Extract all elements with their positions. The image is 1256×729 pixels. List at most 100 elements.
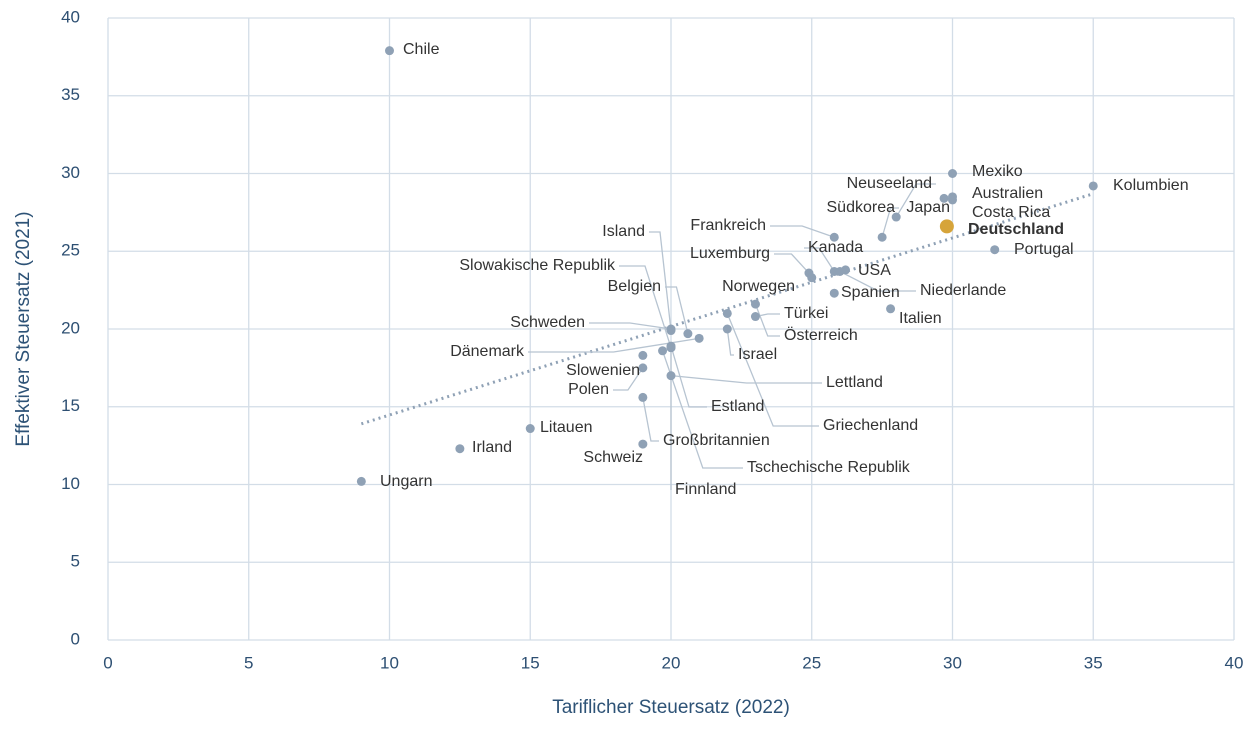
point	[722, 308, 732, 318]
point	[1088, 181, 1098, 191]
x-tick-label: 35	[1084, 653, 1103, 672]
point-label: Norwegen	[722, 278, 795, 295]
point	[722, 324, 732, 334]
leader-line	[770, 225, 835, 238]
leader-line	[665, 286, 689, 334]
point-label: Australien	[972, 185, 1043, 202]
leader-line	[895, 183, 936, 218]
point	[666, 343, 676, 353]
point-label: Kanada	[808, 239, 863, 256]
point	[666, 371, 676, 381]
point	[683, 329, 693, 339]
point-label: Österreich	[784, 326, 858, 344]
point-label: Südkorea	[827, 199, 896, 216]
point	[638, 392, 648, 402]
y-tick-label: 0	[71, 629, 80, 648]
point-label: Schweiz	[583, 449, 643, 466]
point	[835, 266, 845, 276]
point	[666, 324, 676, 334]
point-label: Slowakische Republik	[459, 257, 616, 274]
point-label: Spanien	[841, 284, 900, 301]
point	[658, 346, 668, 356]
point	[829, 288, 839, 298]
point-label: Lettland	[826, 374, 883, 391]
leader-line	[642, 397, 659, 442]
point	[948, 195, 957, 205]
point	[385, 46, 394, 56]
point	[939, 193, 949, 203]
leader-line	[649, 231, 672, 331]
point-label: Japan	[906, 199, 950, 216]
x-tick-label: 0	[103, 653, 112, 672]
point-label: USA	[858, 262, 891, 279]
point-label: Costa Rica	[972, 204, 1050, 221]
leader-line	[726, 313, 819, 427]
point	[750, 312, 760, 322]
leader-line	[839, 270, 916, 292]
leader-line	[774, 253, 810, 274]
point-label: Estland	[711, 398, 764, 415]
y-tick-label: 5	[71, 552, 80, 571]
x-axis-title: Tariflicher Steuersatz (2022)	[552, 697, 790, 718]
leader-line	[589, 322, 672, 330]
point-label: Portugal	[1014, 241, 1074, 258]
point-label: Tschechische Republik	[747, 459, 911, 476]
point-label: Ungarn	[380, 473, 432, 490]
x-tick-label: 5	[244, 653, 253, 672]
y-tick-label: 25	[61, 241, 80, 260]
point-label: Neuseeland	[847, 175, 932, 192]
leader-line	[726, 328, 734, 356]
point	[877, 232, 887, 242]
point-label: Slowenien	[566, 362, 640, 379]
point-label: Niederlande	[920, 282, 1006, 299]
leader-line	[661, 350, 743, 469]
point	[638, 350, 648, 360]
point	[638, 363, 648, 373]
point	[990, 245, 1000, 255]
x-tick-label: 20	[662, 653, 681, 672]
point-label: Israel	[738, 346, 777, 363]
point-label: Chile	[403, 41, 440, 58]
point	[455, 444, 465, 454]
point	[891, 212, 901, 222]
leader-line	[881, 207, 899, 238]
y-tick-label: 15	[61, 396, 80, 415]
point-label: Mexiko	[972, 163, 1023, 180]
point	[525, 424, 535, 434]
y-axis-title: Effektiver Steuersatz (2021)	[13, 211, 34, 446]
point-label: Litauen	[540, 419, 593, 436]
point	[807, 273, 817, 283]
leader-line	[670, 375, 822, 384]
x-tick-label: 25	[802, 653, 821, 672]
point-label: Großbritannien	[663, 432, 770, 449]
point-label: Türkei	[784, 305, 828, 322]
leader-line	[613, 367, 644, 391]
trend-line	[360, 192, 1094, 426]
leader-line	[619, 265, 672, 348]
point	[886, 304, 896, 314]
point-label: Italien	[899, 310, 942, 327]
y-tick-label: 35	[61, 85, 80, 104]
leader-line	[754, 303, 780, 337]
x-tick-label: 10	[380, 653, 399, 672]
point	[694, 333, 704, 343]
point-label: Finnland	[675, 481, 736, 498]
point-label: Kolumbien	[1113, 177, 1189, 194]
x-tick-label: 15	[521, 653, 540, 672]
point-label: Dänemark	[450, 343, 525, 360]
point	[948, 169, 957, 178]
point-label: Polen	[568, 381, 609, 398]
point	[939, 219, 954, 234]
y-tick-label: 10	[61, 474, 80, 493]
point-label: Griechenland	[823, 417, 918, 434]
y-tick-label: 20	[61, 318, 80, 337]
point	[829, 232, 839, 242]
leader-line	[804, 247, 835, 272]
leader-line	[670, 345, 707, 408]
y-tick-label: 40	[61, 7, 80, 26]
point-label: Frankreich	[690, 217, 766, 234]
point-label: Deutschland	[968, 221, 1064, 238]
point-label: Luxemburg	[690, 245, 770, 262]
point-label: Belgien	[608, 278, 661, 295]
